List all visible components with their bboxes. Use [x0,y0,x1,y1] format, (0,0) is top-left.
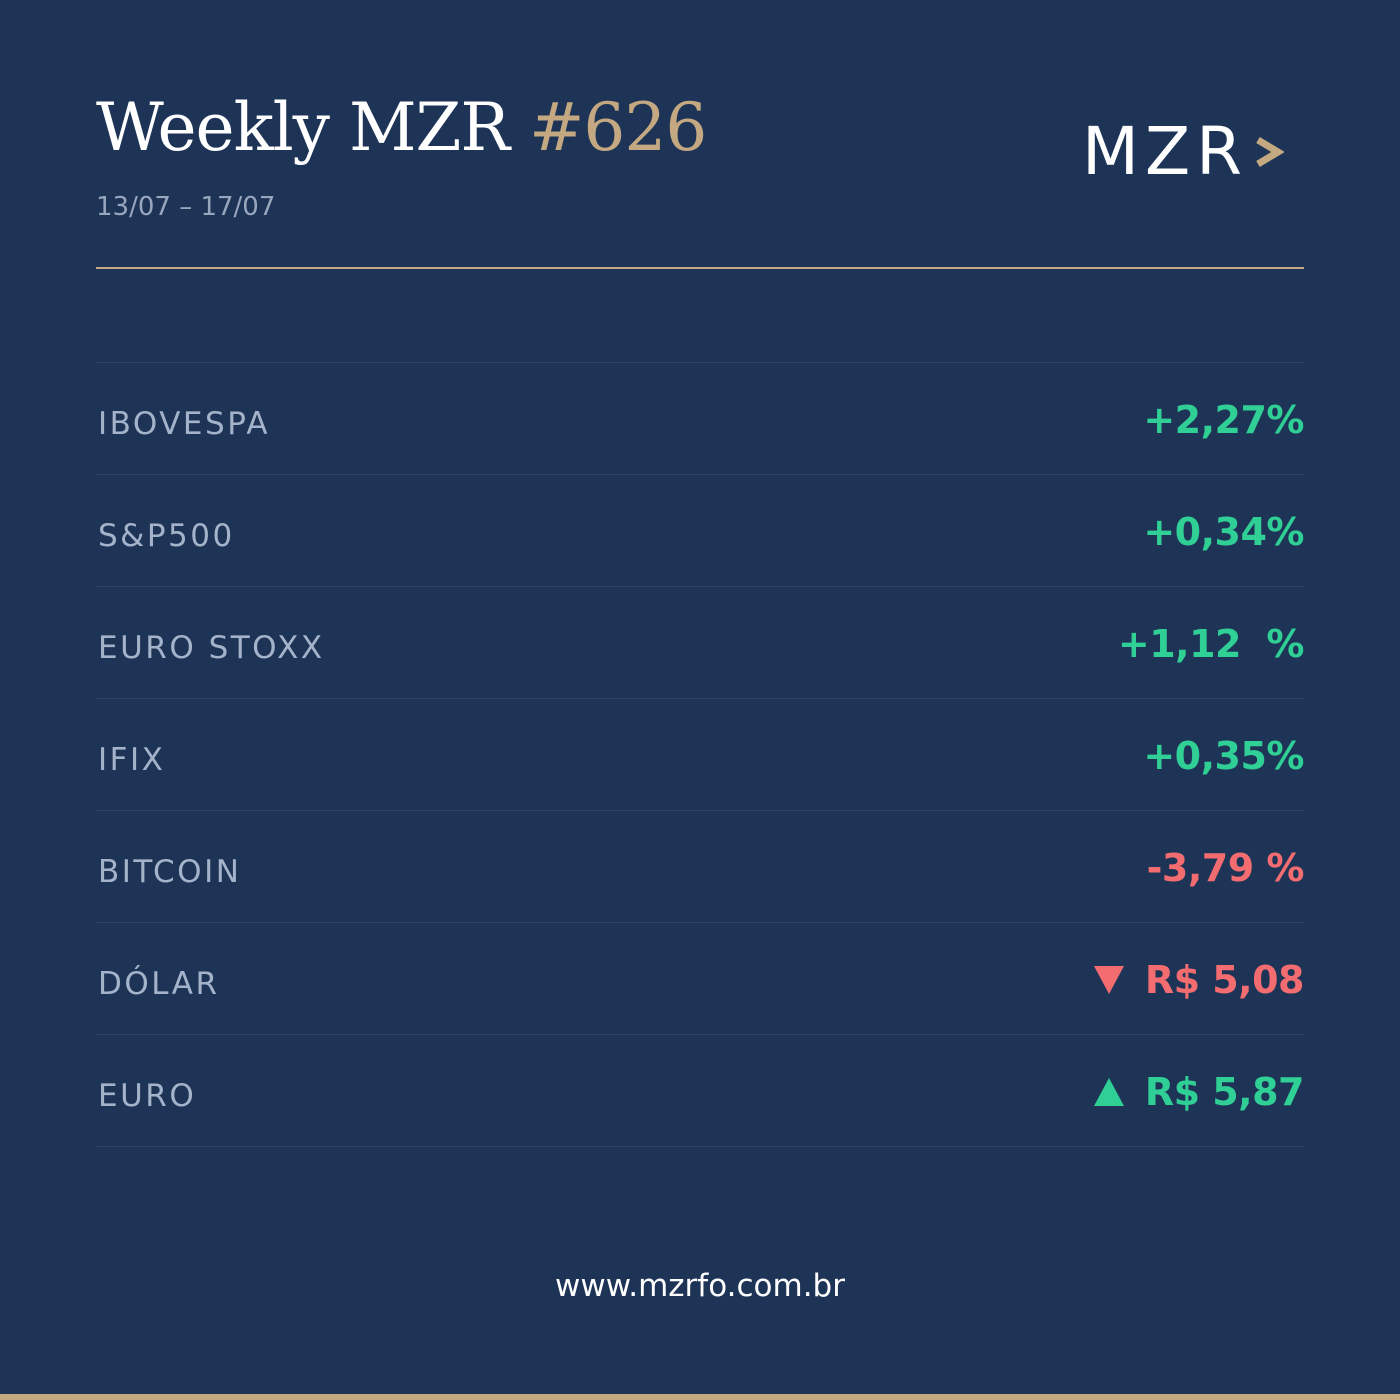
website-link[interactable]: www.mzrfo.com.br [555,1268,845,1304]
quote-value-group: R$ 5,87 [1093,1068,1305,1114]
quote-row-dolar: DÓLAR R$ 5,08 [96,923,1305,1035]
quote-value: +1,12 % [1117,621,1305,666]
issue-number: #626 [529,89,707,166]
quote-row-sp500: S&P500 +0,34% [96,475,1304,587]
quote-label: EURO [98,1077,197,1114]
quote-value: R$ 5,08 [1144,957,1305,1002]
triangle-down-icon [1093,965,1124,994]
quote-row-euro-stoxx: EURO STOXX +1,12 % [96,587,1305,699]
chevron-right-icon [1256,136,1285,168]
quote-row-euro: EURO R$ 5,87 [96,1035,1305,1147]
quote-row-bitcoin: BITCOIN -3,79 % [96,811,1305,923]
quote-value: +0,34% [1143,509,1304,554]
quote-label: BITCOIN [98,853,242,890]
quote-value: -3,79 % [1146,845,1305,890]
quote-list: IBOVESPA +2,27% S&P500 +0,34% EURO STOXX… [96,362,1305,1147]
quote-label: DÓLAR [98,965,220,1002]
bottom-accent-bar [0,1394,1400,1400]
quote-row-ifix: IFIX +0,35% [96,699,1304,811]
logo-text: MZR [1082,113,1249,190]
quote-value: +2,27% [1143,397,1304,442]
page-title: Weekly MZR #626 [96,88,707,168]
date-range: 13/07 – 17/07 [96,192,276,222]
quote-value-group: R$ 5,08 [1093,956,1305,1002]
quote-label: IFIX [98,741,166,778]
quote-label: EURO STOXX [98,629,325,666]
mzr-logo: MZR [1082,112,1285,192]
quote-label: S&P500 [98,517,235,554]
title-text: Weekly MZR [96,89,510,166]
header-divider [96,267,1304,269]
quote-value: R$ 5,87 [1144,1069,1305,1114]
triangle-up-icon [1093,1077,1124,1106]
quote-label: IBOVESPA [98,405,271,442]
quote-value: +0,35% [1143,733,1304,778]
quote-row-ibovespa: IBOVESPA +2,27% [96,363,1304,475]
